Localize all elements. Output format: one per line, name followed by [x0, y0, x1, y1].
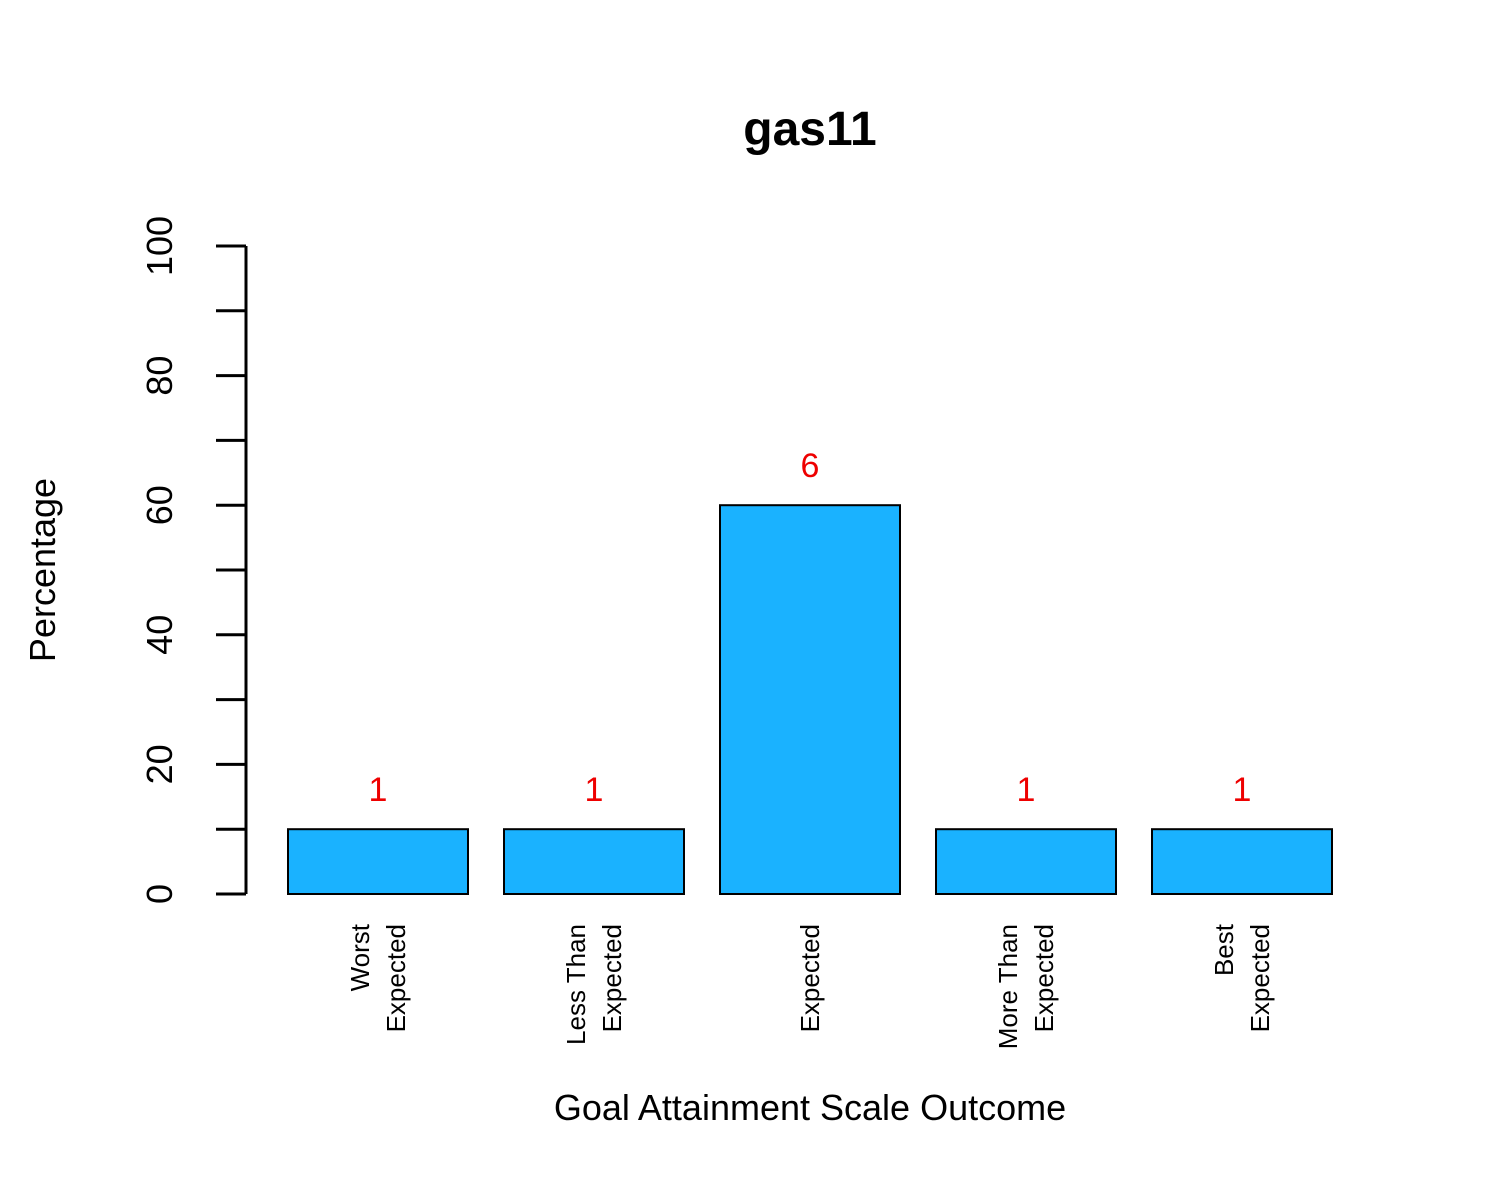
y-tick-label: 100	[139, 216, 180, 276]
x-category-label: Expected	[597, 924, 627, 1032]
x-category-label: Worst	[345, 923, 375, 991]
x-category-label: Best	[1209, 923, 1239, 976]
x-category-labels: Worst Expected Less Than Expected Expected Mo…	[345, 923, 1275, 1049]
bar	[503, 828, 685, 896]
chart-title: gas11	[743, 103, 876, 156]
x-category-label: Expected	[381, 924, 411, 1032]
y-tick-label: 40	[139, 615, 180, 655]
x-category-label: Expected	[1245, 924, 1275, 1032]
data-label: 1	[1233, 771, 1252, 809]
y-axis-label: Percentage	[22, 478, 63, 662]
x-category-label: More Than	[993, 924, 1023, 1049]
y-axis: 0 20 40 60 80 100	[139, 216, 248, 904]
data-labels: 1 161 1	[369, 447, 1252, 809]
y-tick-label: 80	[139, 356, 180, 396]
data-label: 1	[1017, 771, 1036, 809]
bar	[935, 828, 1117, 896]
x-category-label: Expected	[795, 924, 825, 1032]
data-label: 1	[585, 771, 604, 809]
bar	[1151, 828, 1333, 896]
x-category-label: Expected	[1029, 924, 1059, 1032]
y-tick-label: 0	[139, 884, 180, 904]
bar	[287, 828, 469, 896]
bar	[719, 504, 901, 895]
y-tick-label: 60	[139, 485, 180, 525]
x-axis-label: Goal Attainment Scale Outcome	[554, 1087, 1066, 1128]
x-category-label: Less Than	[561, 924, 591, 1045]
data-label: 1	[369, 771, 388, 809]
y-tick-label: 20	[139, 744, 180, 784]
bars	[287, 504, 1333, 896]
data-label: 6	[801, 447, 820, 485]
